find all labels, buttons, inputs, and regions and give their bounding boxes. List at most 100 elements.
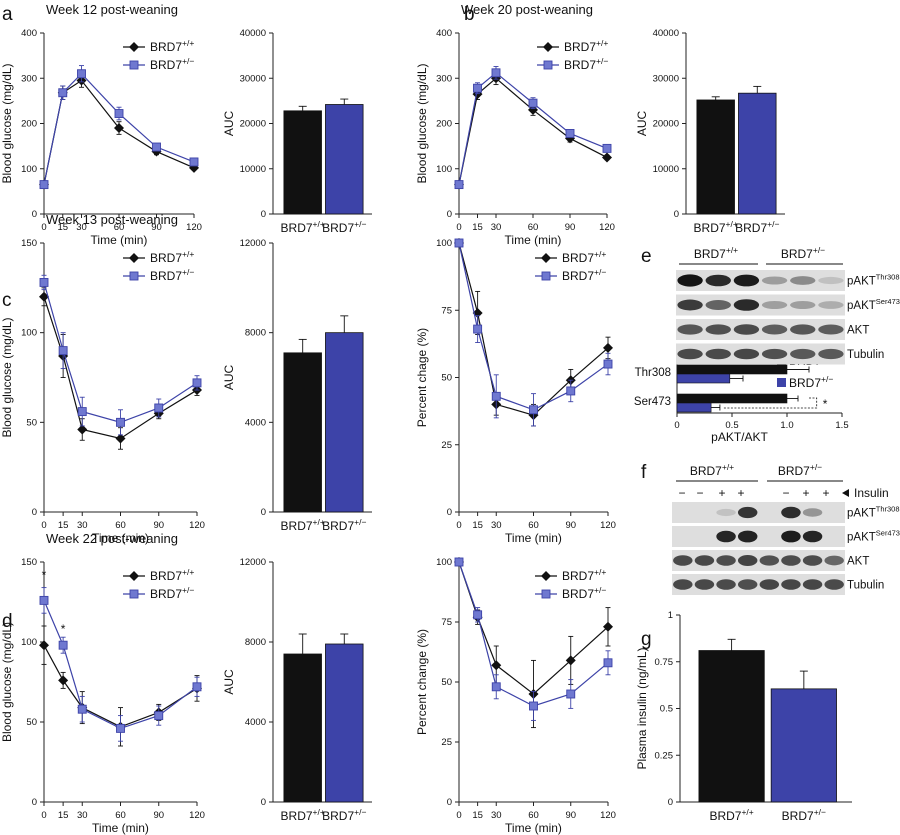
e-row-label: pAKTThr308 — [847, 273, 900, 288]
a_line-legend-label: BRD7+/− — [150, 56, 194, 72]
f-band — [716, 555, 736, 566]
d_pct-y-tick-label: 25 — [441, 737, 452, 748]
b_line-point — [528, 98, 538, 108]
b_bar-category-label: BRD7+/+ — [694, 219, 738, 235]
g_bar-y-tick-label: 0.25 — [655, 750, 674, 761]
f-band — [716, 508, 736, 517]
f-band — [716, 579, 736, 590]
d_line-legend-label: BRD7+/+ — [150, 567, 194, 583]
d_pct-legend-marker — [541, 571, 551, 581]
c_line-legend-marker — [129, 253, 139, 263]
a_line-legend-label: BRD7+/+ — [150, 38, 194, 54]
f-band — [737, 555, 758, 566]
a_line-y-tick-label: 0 — [32, 209, 37, 220]
a_line-point — [58, 88, 68, 98]
c_line-point — [39, 291, 49, 302]
b_line-x-tick-label: 90 — [565, 222, 576, 233]
e-bar — [676, 373, 731, 384]
e-band — [761, 348, 788, 360]
c_bar-y-tick-label: 0 — [261, 507, 266, 518]
c_line-y-tick-label: 50 — [26, 417, 37, 428]
d_line-point — [77, 704, 87, 714]
c_pct-y-label: Percent chage (%) — [415, 328, 429, 427]
d_pct-x-tick-label: 90 — [565, 810, 576, 821]
panel-letter-g: g — [641, 629, 652, 650]
c_pct-legend-label: BRD7+/+ — [562, 249, 606, 265]
e-band — [790, 300, 816, 310]
c_line-point — [192, 378, 202, 388]
c_line-point — [77, 424, 88, 435]
e-band — [705, 324, 731, 335]
d_line-point — [58, 640, 68, 650]
panel-letter-a: a — [2, 4, 13, 25]
c_line-point — [77, 407, 87, 417]
c_line-series-line — [43, 296, 198, 440]
b_line-y-tick-label: 300 — [436, 73, 452, 84]
e-row-label: Tubulin — [847, 349, 884, 361]
d_pct-y-tick-label: 0 — [447, 797, 452, 808]
c_line-series-line — [43, 282, 198, 423]
b_bar-bar — [738, 92, 777, 215]
f-treatment-label: Insulin — [854, 486, 889, 500]
b_line-point — [565, 129, 575, 138]
e-legend-label: BRD7+/− — [789, 374, 833, 390]
c_pct-x-label: Time (min) — [505, 531, 562, 545]
a_line-legend-marker — [129, 42, 139, 52]
b_line-legend-marker — [543, 60, 553, 70]
c_pct-point — [603, 359, 613, 369]
b_line-x-tick-label: 60 — [528, 222, 539, 233]
c_pct-series-line — [458, 242, 609, 411]
a_bar-y-tick-label: 30000 — [240, 73, 266, 84]
d_line-point — [58, 675, 69, 686]
f-band — [716, 530, 736, 543]
d_pct-point — [529, 701, 538, 711]
d_pct-point — [603, 621, 613, 632]
d_pct-point — [603, 658, 613, 668]
c_pct-x-tick-label: 30 — [491, 520, 502, 531]
e-band — [705, 274, 731, 287]
panel-letter-d: d — [2, 611, 13, 632]
e-x-tick-label: 0.5 — [725, 420, 738, 431]
e-row-label: pAKTSer473 — [847, 297, 900, 312]
d_line-legend-label: BRD7+/− — [150, 585, 194, 601]
c_line-y-tick-label: 150 — [21, 238, 37, 249]
d_pct-x-label: Time (min) — [505, 821, 562, 835]
f-row-label: Tubulin — [847, 580, 884, 592]
e-x-tick-label: 0 — [674, 420, 679, 431]
e-band — [818, 324, 844, 335]
d_pct-point — [473, 610, 483, 620]
d_pct-x-tick-label: 0 — [456, 810, 461, 821]
c_pct-x-tick-label: 90 — [565, 520, 576, 531]
a_line-y-tick-label: 300 — [21, 73, 37, 84]
panel-letter-f: f — [641, 462, 647, 483]
a_bar-bar — [325, 104, 364, 215]
g_bar-bar — [698, 650, 765, 803]
c_bar-bar — [325, 332, 364, 513]
d_pct-point — [566, 689, 576, 699]
e-legend-swatch — [777, 378, 786, 387]
f-row-label: AKT — [847, 556, 869, 568]
a_bar-y-tick-label: 0 — [261, 209, 266, 220]
a_line-x-tick-label: 90 — [151, 222, 162, 233]
c_line-point — [115, 433, 126, 444]
a_line-x-tick-label: 30 — [76, 222, 87, 233]
f-band — [802, 555, 823, 566]
d_pct-x-tick-label: 60 — [528, 810, 539, 821]
d_bar-category-label: BRD7+/− — [322, 807, 366, 823]
f-treatment-sign: + — [822, 486, 829, 500]
b_bar-y-tick-label: 0 — [674, 209, 679, 220]
f-blot-row — [672, 574, 845, 595]
b_line-y-tick-label: 200 — [436, 119, 452, 130]
b_line-x-label: Time (min) — [505, 233, 562, 247]
e-band — [705, 300, 731, 310]
d_bar-bar — [325, 643, 364, 803]
c_pct-y-tick-label: 75 — [441, 305, 452, 316]
b_bar-bar — [696, 99, 735, 215]
e-band — [733, 299, 760, 311]
d_line-title: Week 22 post-weaning — [46, 531, 178, 546]
c_bar-y-label: AUC — [222, 365, 236, 391]
e-bar — [676, 393, 788, 404]
d_pct-x-tick-label: 120 — [600, 810, 616, 821]
b_line-x-tick-label: 30 — [491, 222, 502, 233]
